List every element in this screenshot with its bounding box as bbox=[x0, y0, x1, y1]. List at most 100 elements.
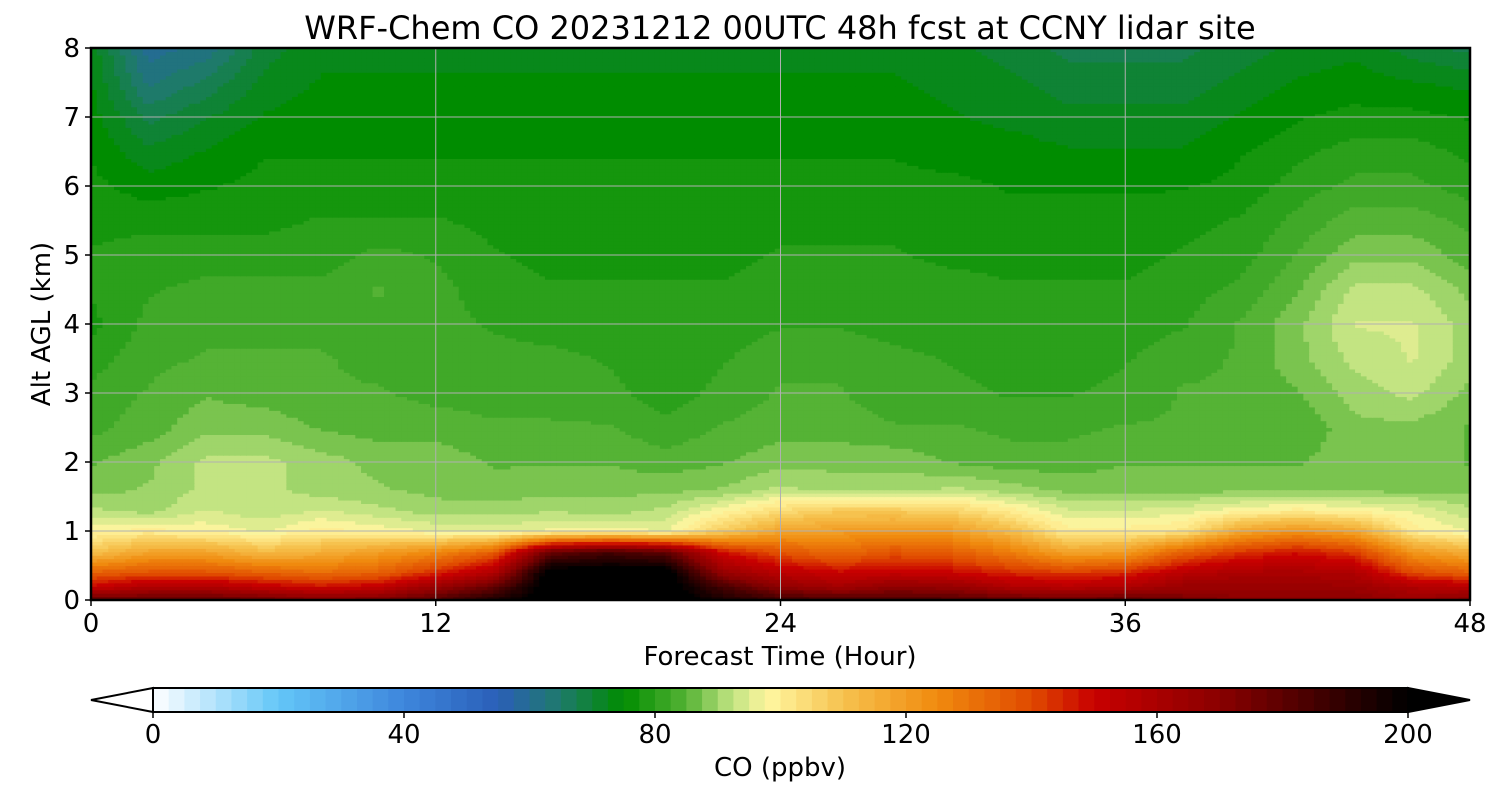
contour-cell bbox=[562, 552, 568, 556]
contour-cell bbox=[884, 579, 890, 583]
contour-cell bbox=[499, 572, 505, 576]
contour-cell bbox=[1148, 552, 1154, 556]
contour-cell bbox=[108, 579, 114, 583]
contour-cell bbox=[286, 572, 292, 576]
contour-cell bbox=[1085, 586, 1091, 590]
contour-cell bbox=[131, 548, 137, 552]
contour-cell bbox=[591, 552, 597, 556]
contour-cell bbox=[206, 566, 212, 570]
contour-cell bbox=[137, 572, 143, 576]
contour-cell bbox=[987, 552, 993, 556]
contour-cell bbox=[855, 572, 861, 576]
contour-cell bbox=[361, 562, 367, 566]
contour-cell bbox=[114, 566, 120, 570]
contour-cell bbox=[1005, 562, 1011, 566]
contour-cell bbox=[1229, 552, 1235, 556]
contour-cell bbox=[717, 569, 723, 573]
contour-cell bbox=[229, 593, 235, 597]
contour-cell bbox=[941, 593, 947, 597]
contour-cell bbox=[373, 562, 379, 566]
contour-cell bbox=[631, 583, 637, 587]
contour-cell bbox=[855, 559, 861, 563]
contour-cell bbox=[1378, 566, 1384, 570]
contour-cell bbox=[1413, 552, 1419, 556]
contour-cell bbox=[1074, 583, 1080, 587]
contour-cell bbox=[1102, 572, 1108, 576]
contour-cell bbox=[1033, 583, 1039, 587]
contour-cell bbox=[1062, 579, 1068, 583]
contour-cell bbox=[1257, 586, 1263, 590]
contour-cell bbox=[1378, 586, 1384, 590]
contour-cell bbox=[1051, 586, 1057, 590]
contour-cell bbox=[637, 569, 643, 573]
contour-cell bbox=[803, 576, 809, 580]
contour-cell bbox=[355, 569, 361, 573]
contour-cell bbox=[579, 590, 585, 594]
contour-cell bbox=[1206, 566, 1212, 570]
contour-cell bbox=[545, 559, 551, 563]
contour-cell bbox=[677, 566, 683, 570]
contour-cell bbox=[1211, 552, 1217, 556]
contour-cell bbox=[1045, 566, 1051, 570]
contour-cell bbox=[1246, 552, 1252, 556]
contour-cell bbox=[1229, 583, 1235, 587]
contour-cell bbox=[1177, 590, 1183, 594]
contour-cell bbox=[574, 555, 580, 559]
contour-cell bbox=[528, 590, 534, 594]
contour-cell bbox=[281, 572, 287, 576]
contour-cell bbox=[1068, 566, 1074, 570]
contour-cell bbox=[959, 559, 965, 563]
contour-cell bbox=[401, 559, 407, 563]
contour-cell bbox=[970, 566, 976, 570]
contour-cell bbox=[367, 555, 373, 559]
contour-cell bbox=[895, 552, 901, 556]
contour-cell bbox=[815, 593, 821, 597]
contour-cell bbox=[120, 579, 126, 583]
contour-cell bbox=[591, 590, 597, 594]
contour-cell bbox=[1326, 583, 1332, 587]
contour-cell bbox=[821, 559, 827, 563]
contour-cell bbox=[160, 555, 166, 559]
contour-cell bbox=[982, 590, 988, 594]
contour-cell bbox=[1418, 590, 1424, 594]
contour-cell bbox=[1280, 576, 1286, 580]
contour-cell bbox=[154, 572, 160, 576]
contour-cell bbox=[1447, 566, 1453, 570]
contour-cell bbox=[131, 552, 137, 556]
contour-cell bbox=[1252, 562, 1258, 566]
contour-cell bbox=[1240, 566, 1246, 570]
contour-cell bbox=[470, 579, 476, 583]
contour-cell bbox=[781, 566, 787, 570]
contour-cell bbox=[803, 572, 809, 576]
contour-cell bbox=[683, 566, 689, 570]
contour-cell bbox=[1148, 559, 1154, 563]
contour-cell bbox=[97, 562, 103, 566]
contour-cell bbox=[832, 552, 838, 556]
contour-cell bbox=[666, 552, 672, 556]
contour-cell bbox=[694, 576, 700, 580]
contour-cell bbox=[1361, 590, 1367, 594]
contour-cell bbox=[338, 572, 344, 576]
contour-cell bbox=[660, 555, 666, 559]
contour-cell bbox=[1045, 593, 1051, 597]
contour-cell bbox=[1074, 586, 1080, 590]
contour-cell bbox=[419, 569, 425, 573]
contour-cell bbox=[459, 569, 465, 573]
contour-cell bbox=[826, 572, 832, 576]
contour-cell bbox=[953, 593, 959, 597]
contour-cell bbox=[1102, 576, 1108, 580]
contour-cell bbox=[131, 569, 137, 573]
contour-cell bbox=[1257, 569, 1263, 573]
contour-cell bbox=[1413, 583, 1419, 587]
contour-cell bbox=[1033, 566, 1039, 570]
contour-cell bbox=[493, 593, 499, 597]
contour-cell bbox=[1200, 579, 1206, 583]
contour-cell bbox=[1142, 562, 1148, 566]
contour-cell bbox=[654, 559, 660, 563]
contour-cell bbox=[355, 579, 361, 583]
contour-cell bbox=[1085, 572, 1091, 576]
contour-cell bbox=[114, 576, 120, 580]
contour-cell bbox=[1051, 579, 1057, 583]
contour-cell bbox=[539, 562, 545, 566]
contour-cell bbox=[194, 590, 200, 594]
